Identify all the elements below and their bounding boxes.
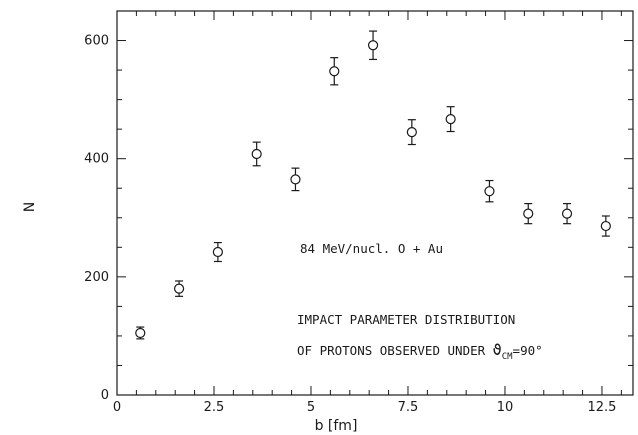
theta-symbol: ϑ [493,341,502,359]
x-tick-label: 5 [307,400,315,415]
data-point [600,215,611,237]
plot-frame [116,10,634,396]
theta-subscript: CM [502,352,513,362]
x-tick-label: 10 [497,400,514,415]
data-point [367,30,379,61]
point-marker [173,283,185,294]
data-point [329,57,340,86]
x-axis-label: b [fm] [315,418,358,434]
annotation-line2: OF PROTONS OBSERVED UNDER ϑCM=90° [297,341,543,362]
data-point [135,326,146,340]
data-point [523,202,534,225]
annotation-line1: IMPACT PARAMETER DISTRIBUTION [297,312,515,327]
x-tick-label: 12.5 [587,400,616,415]
y-tick-label: 200 [84,270,109,285]
point-marker [135,327,146,339]
y-tick-label: 0 [101,388,109,403]
data-point [561,202,573,225]
data-point [251,141,262,167]
point-marker [600,220,611,232]
theta-value: =90° [513,343,543,358]
point-marker [251,148,262,160]
data-point [212,241,223,263]
point-marker [406,127,417,138]
annotation-line2-prefix: OF PROTONS OBSERVED UNDER [297,343,493,358]
y-axis-label: N [22,202,38,212]
y-tick-label: 400 [84,152,109,167]
x-tick-label: 0 [113,400,121,415]
annotation-reaction: 84 MeV/nucl. O + Au [300,241,443,256]
point-marker [445,114,456,125]
point-marker [484,186,495,197]
point-marker [561,208,573,219]
data-point [484,179,495,203]
data-point [445,106,456,133]
axis-tick-labels: 0 2.5 5 7.5 10 12.5 0 200 400 600 [84,34,616,415]
point-marker [523,208,534,219]
y-tick-label: 600 [84,34,109,49]
point-marker [290,174,301,185]
point-marker [212,246,223,258]
data-point [173,280,185,297]
point-marker [367,40,379,51]
data-points [135,30,611,340]
x-tick-label: 2.5 [204,400,225,415]
data-point [406,119,417,146]
data-point [290,167,301,192]
point-marker [329,66,340,77]
x-tick-label: 7.5 [398,400,419,415]
axis-ticks [116,10,633,396]
